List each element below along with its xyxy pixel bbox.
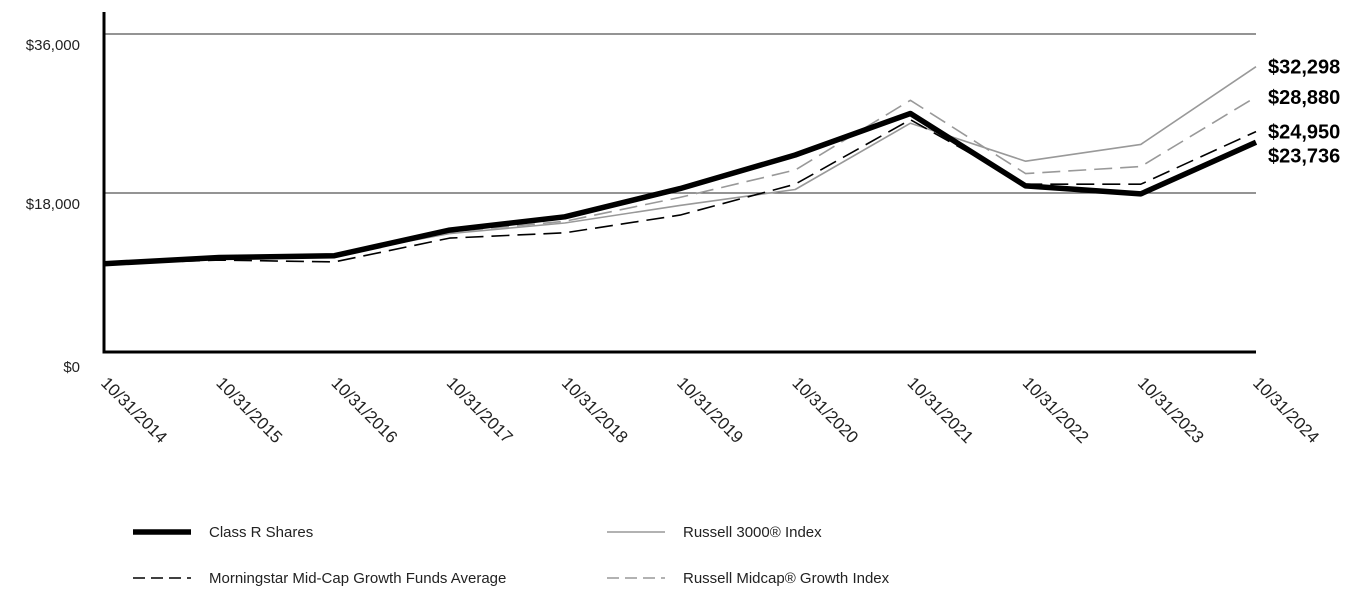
end-value-label: $23,736 — [1268, 146, 1340, 168]
axes — [102, 12, 1256, 354]
y-tick-labels: $0 $18,000 $36,000 — [26, 37, 80, 376]
x-tick-labels: 10/31/2014 10/31/2015 10/31/2016 10/31/2017… — [97, 373, 1323, 447]
series-line — [103, 118, 1257, 265]
x-tick-label: 10/31/2014 — [97, 373, 171, 447]
series-lines — [103, 66, 1258, 267]
x-tick-label: 10/31/2018 — [558, 373, 632, 447]
y-tick-label: $0 — [63, 359, 80, 376]
legend-label: Russell 3000® Index — [683, 524, 822, 541]
x-tick-label: 10/31/2016 — [328, 373, 402, 447]
x-tick-label: 10/31/2020 — [788, 373, 862, 447]
series-line — [103, 66, 1257, 265]
x-tick-label: 10/31/2023 — [1134, 373, 1208, 447]
legend-label: Class R Shares — [209, 524, 313, 541]
x-tick-label: 10/31/2019 — [673, 373, 747, 447]
legend: Class R Shares Russell 3000® Index Morning… — [133, 524, 890, 587]
legend-label: Russell Midcap® Growth Index — [683, 570, 890, 587]
x-tick-label: 10/31/2021 — [904, 373, 978, 447]
end-value-label: $28,880 — [1268, 87, 1340, 109]
end-value-label: $24,950 — [1268, 122, 1340, 144]
x-tick-label: 10/31/2015 — [212, 373, 286, 447]
legend-label: Morningstar Mid-Cap Growth Funds Average — [209, 570, 506, 587]
x-tick-label: 10/31/2024 — [1249, 373, 1323, 447]
end-value-label: $32,298 — [1268, 57, 1340, 79]
x-tick-label: 10/31/2022 — [1019, 373, 1093, 447]
y-tick-label: $36,000 — [26, 37, 80, 54]
end-value-labels: $32,298 $28,880 $24,950$23,736 — [1268, 57, 1340, 168]
x-tick-label: 10/31/2017 — [443, 373, 517, 447]
series-line — [103, 110, 1258, 267]
y-tick-label: $18,000 — [26, 196, 80, 213]
series-line — [103, 96, 1257, 265]
gridlines — [104, 33, 1256, 194]
